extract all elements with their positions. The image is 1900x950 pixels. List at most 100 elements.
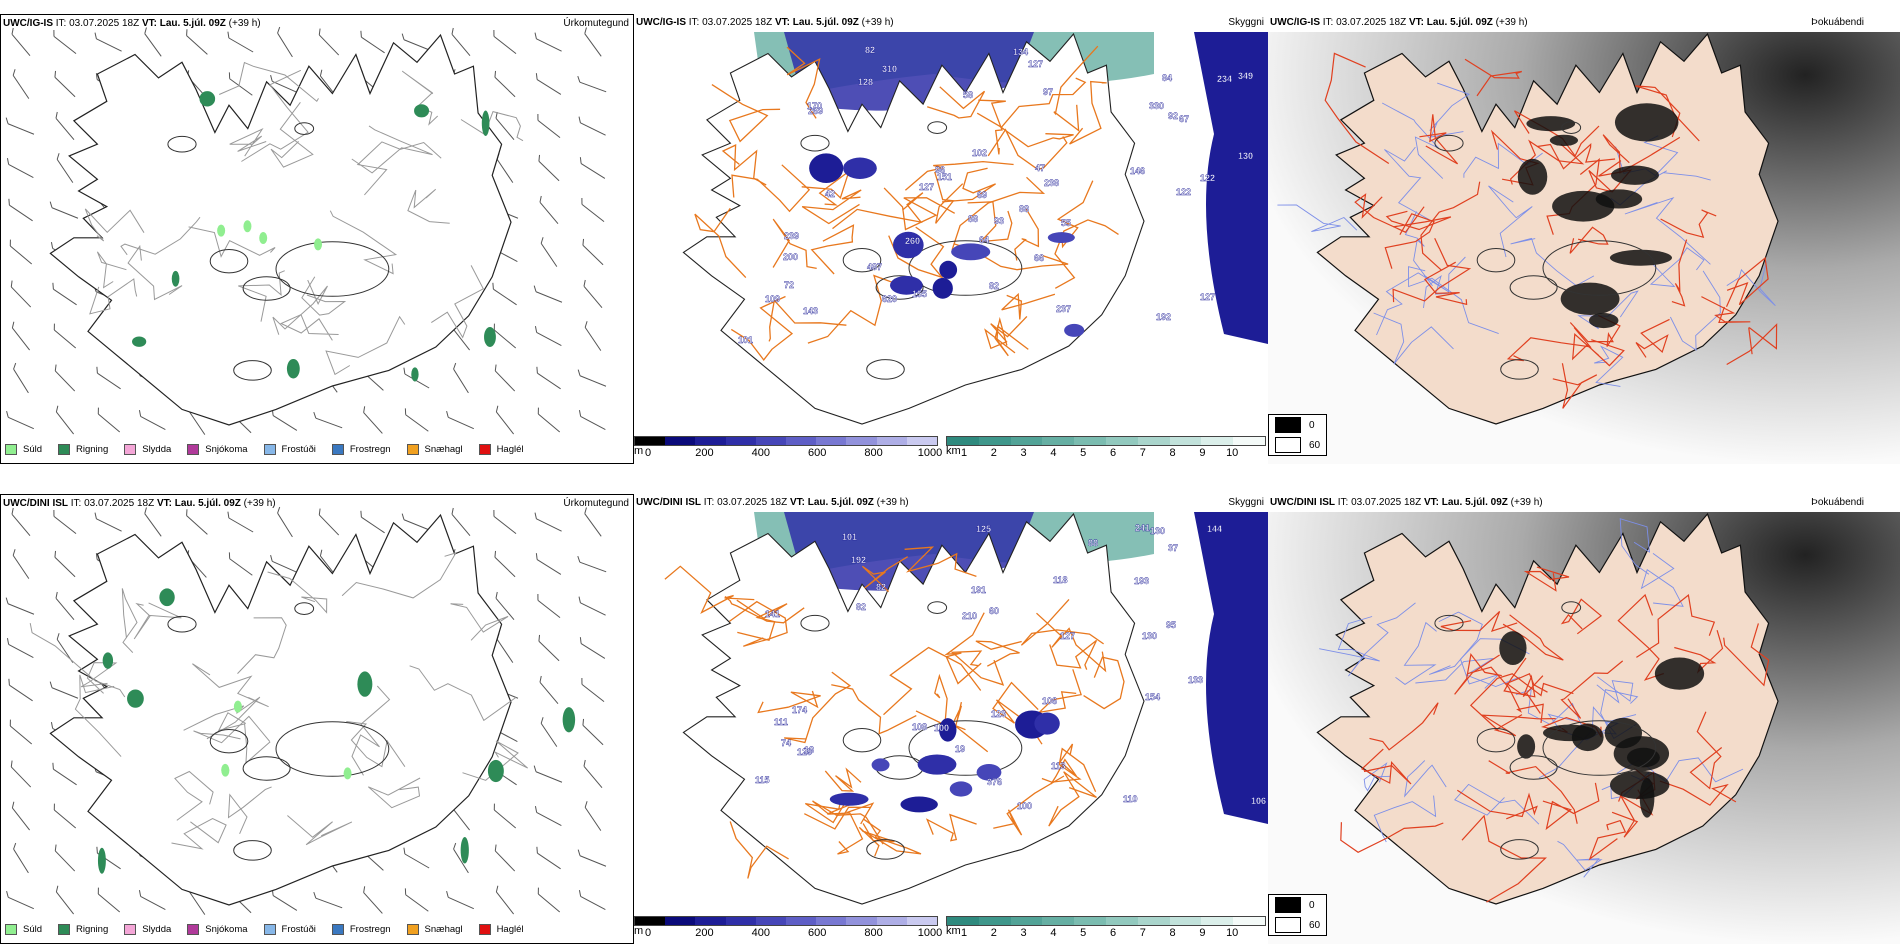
wind-barb-flag	[537, 593, 539, 601]
low-cloud-area	[890, 275, 923, 295]
iceland-map	[5, 26, 607, 435]
legend-swatch	[406, 444, 419, 455]
scale-swatch	[755, 437, 787, 445]
scale-tick: 800	[864, 447, 883, 459]
rain-area	[102, 652, 114, 669]
scale-tick: 2	[990, 927, 997, 939]
wind-barb-flag	[95, 73, 98, 80]
iceland-coastline	[49, 513, 512, 906]
road-line	[1588, 819, 1627, 861]
wind-barb	[540, 717, 558, 747]
wind-barb-flag	[228, 72, 231, 79]
wind-barb-shaft	[10, 286, 32, 308]
wind-barb-shaft	[584, 807, 602, 831]
road-line	[1488, 760, 1578, 824]
wind-barb	[536, 366, 561, 390]
wind-barb	[318, 508, 340, 536]
legend-label: Slydda	[142, 924, 172, 935]
legend-label: Frostregn	[349, 444, 391, 455]
scale-unit: m	[634, 445, 644, 457]
wind-barb-flag	[270, 554, 273, 562]
wind-barb-shaft	[493, 515, 517, 535]
legend-swatch	[263, 924, 276, 935]
low-cloud-area	[1064, 323, 1085, 337]
wind-barb-shaft	[53, 35, 77, 55]
wind-barb-shaft	[363, 892, 383, 914]
wind-barb	[96, 366, 121, 390]
wind-barb	[55, 885, 75, 915]
cloudbase-label: 127	[1200, 292, 1215, 302]
wind-barb-flag	[5, 597, 9, 604]
wind-barb	[582, 718, 604, 746]
road-line	[1048, 771, 1097, 827]
scale-swatch	[1105, 917, 1138, 925]
wind-barb-flag	[270, 74, 273, 82]
cloudbase-label: 239	[784, 231, 799, 241]
road-line	[863, 818, 922, 855]
road-line	[301, 276, 347, 316]
wind-barb-shaft	[494, 850, 516, 872]
cloudbase-label: 155	[912, 289, 927, 299]
cloudbase-label: 110	[1123, 794, 1138, 804]
cloudbase-label: 310	[882, 64, 897, 74]
wind-barb-flag	[403, 367, 406, 375]
wind-barb	[53, 323, 77, 349]
precip-legend: Súld Rigning Slydda Snjókoma Frostúði Frostre…	[5, 924, 524, 935]
wind-barb	[579, 157, 606, 179]
wind-barb-shaft	[315, 897, 343, 909]
road-line	[267, 571, 328, 614]
wind-barb-flag	[95, 553, 98, 560]
wind-barb	[584, 27, 602, 57]
glacier-outline	[1542, 240, 1657, 296]
cloudbase-label: 192	[851, 555, 866, 565]
road-line	[694, 207, 747, 279]
fog-patch	[1549, 134, 1579, 146]
glacier-outline	[927, 601, 948, 614]
road-line	[367, 777, 421, 809]
scale-swatch	[906, 917, 938, 925]
wind-barb-flag	[584, 507, 587, 514]
scale-swatch	[1010, 437, 1043, 445]
wind-barb-shaft	[12, 75, 30, 99]
wind-barb-shaft	[495, 597, 515, 621]
precip-type-map-1: UWC/IG-IS IT: 03.07.2025 18Z VT: Lau. 5.…	[0, 14, 634, 464]
panel-header: UWC/IG-IS IT: 03.07.2025 18Z VT: Lau. 5.…	[1, 15, 633, 33]
legend-swatch	[5, 444, 17, 455]
wind-barb	[494, 844, 516, 872]
road-line	[987, 128, 1068, 171]
wind-barb-flag	[404, 408, 407, 415]
cloudbase-label: 376	[987, 777, 1002, 787]
road-line	[1053, 45, 1099, 132]
wind-barb-shaft	[581, 203, 605, 223]
low-cloud-area	[900, 796, 938, 813]
wind-barb-shaft	[186, 515, 208, 535]
fog-legend-label: 60	[1309, 919, 1321, 931]
visibility-scale: km 1 2 3 4 5 6 7 8 9 10	[946, 916, 1266, 940]
road-line	[757, 690, 821, 714]
scale-tick: 5	[1080, 927, 1087, 939]
rain-area	[414, 104, 430, 118]
cloudbase-label: 113	[1051, 761, 1066, 771]
fog-patch	[1588, 313, 1619, 329]
wind-barb-shaft	[53, 329, 77, 349]
glacier-outline	[275, 241, 390, 297]
road-line	[1726, 323, 1778, 366]
wind-barb-flag	[313, 411, 317, 419]
wind-barb	[535, 553, 562, 575]
wind-barb-shaft	[451, 327, 471, 351]
wind-barb-shaft	[494, 370, 516, 392]
wind-barb-shaft	[8, 896, 34, 910]
road-line	[1277, 204, 1358, 233]
glacier-outline	[1542, 720, 1657, 776]
wind-barb-shaft	[361, 36, 385, 54]
road-line	[1373, 795, 1437, 843]
road-line	[1384, 146, 1430, 220]
wind-barb-flag	[277, 506, 281, 514]
road-line	[1725, 256, 1769, 307]
road-line	[1523, 566, 1570, 592]
wind-barb	[583, 759, 603, 789]
scale-tick: 10	[1226, 447, 1239, 459]
glacier-outline	[1500, 839, 1539, 860]
wind-barb-shaft	[538, 160, 560, 182]
wind-barb-flag	[54, 70, 57, 78]
